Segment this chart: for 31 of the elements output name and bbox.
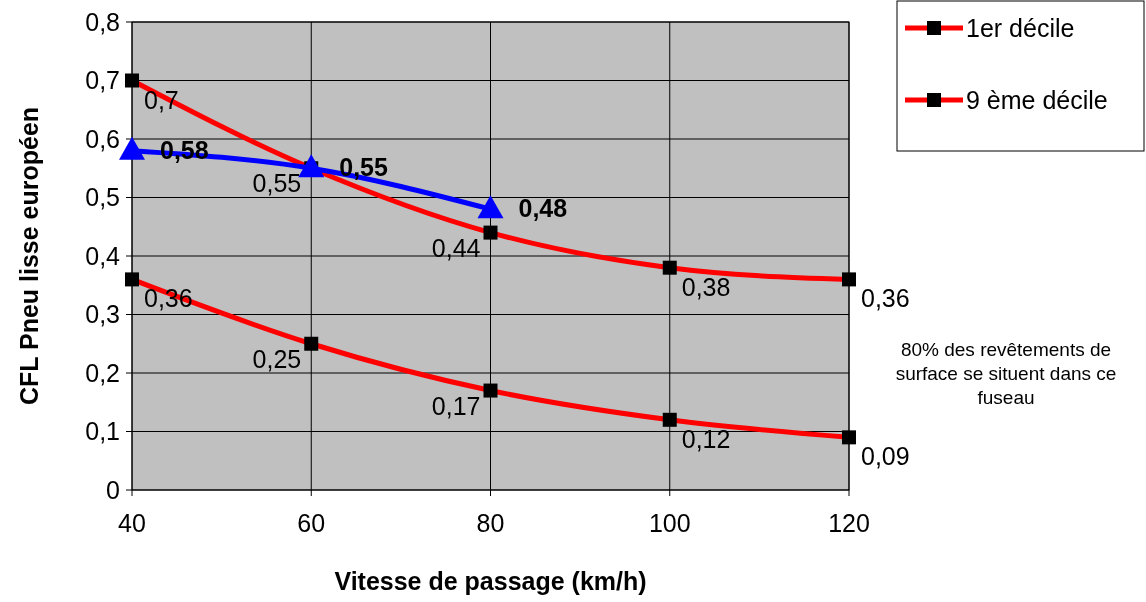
legend-label: 1er décile xyxy=(966,13,1075,42)
y-tick-label: 0,5 xyxy=(85,183,120,212)
point xyxy=(119,136,145,160)
x-tick-label: 80 xyxy=(476,509,505,537)
data-label: 0,09 xyxy=(861,442,910,471)
y-tick-label: 0,7 xyxy=(85,66,120,95)
data-label: 0,55 xyxy=(339,153,388,182)
text: 80% des revêtements de surface se situent dans ce fuseau xyxy=(894,338,1118,410)
data-label: 0,25 xyxy=(252,344,302,373)
point xyxy=(477,195,504,219)
point xyxy=(298,154,325,178)
data-label: 0,44 xyxy=(431,233,481,262)
y-tick-label: 0,6 xyxy=(85,124,120,153)
y-tick-label: 0,1 xyxy=(85,417,120,446)
data-label: 0,48 xyxy=(518,194,568,223)
x-tick-label: 120 xyxy=(828,509,870,537)
legend-label: 9 ème décile xyxy=(966,85,1108,114)
data-label: 0,36 xyxy=(861,284,910,313)
y-axis-title: CFL Pneu lisse européen xyxy=(15,106,43,406)
data-label: 0,38 xyxy=(681,272,731,301)
y-tick-label: 0,2 xyxy=(85,358,120,387)
y-tick-label: 0 xyxy=(106,475,120,504)
x-tick-label: 40 xyxy=(118,509,146,537)
x-tick-label: 100 xyxy=(648,509,691,537)
y-tick-label: 0,4 xyxy=(85,241,121,270)
y-tick-label: 0,8 xyxy=(85,7,120,36)
x-tick-label: 60 xyxy=(297,509,326,537)
data-label: 0,17 xyxy=(431,391,481,420)
data-label: 0,55 xyxy=(252,169,302,198)
y-tick-label: 0,3 xyxy=(85,300,120,329)
x-axis-title: Vitesse de passage (km/h) xyxy=(334,567,647,595)
